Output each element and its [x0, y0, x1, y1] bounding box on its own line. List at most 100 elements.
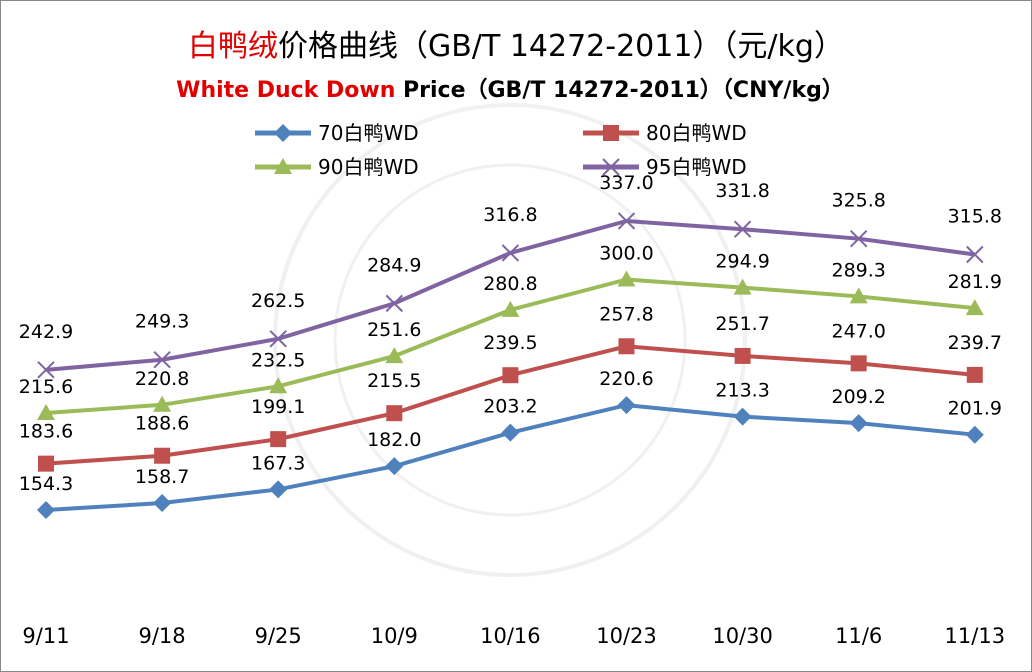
data-label: 188.6 [135, 413, 189, 435]
data-point [153, 351, 171, 369]
data-point [385, 457, 404, 476]
chart-subtitle: White Duck Down Price（GB/T 14272-2011）（C… [176, 78, 844, 103]
data-label: 257.8 [599, 303, 653, 325]
legend-marker-square-icon [603, 125, 619, 141]
data-point [617, 270, 636, 287]
legend-item: 90白鸭WD [255, 155, 419, 179]
legend-marker-x-icon [602, 158, 620, 176]
series-3: 242.9 249.3 262.5 284.9 316.8 337.0 331.8 325.8… [19, 172, 1002, 379]
x-tick-label: 10/16 [480, 624, 541, 648]
data-point [965, 299, 984, 316]
data-point [617, 212, 636, 230]
x-tick-label: 11/6 [835, 624, 882, 648]
legend-label: 80白鸭WD [646, 121, 747, 145]
data-point [966, 245, 984, 264]
x-tick-label: 9/18 [139, 624, 186, 648]
data-point [270, 431, 287, 448]
data-label: 331.8 [715, 180, 769, 202]
data-point [965, 425, 984, 444]
data-label: 300.0 [599, 243, 653, 265]
legend-label: 90白鸭WD [318, 155, 419, 179]
data-point [849, 229, 868, 248]
data-point [386, 405, 403, 422]
data-point [502, 367, 519, 384]
data-point [153, 395, 172, 412]
data-label: 182.0 [367, 429, 421, 451]
data-point [154, 447, 171, 464]
x-axis: 9/11 9/18 9/25 10/9 10/16 10/23 10/30 11/6 11/13 [22, 624, 1005, 648]
data-label: 251.7 [715, 313, 769, 335]
data-label: 209.2 [831, 386, 885, 408]
data-label: 215.6 [19, 376, 73, 398]
x-tick-label: 9/11 [22, 624, 69, 648]
data-label: 316.8 [483, 204, 537, 226]
data-point [618, 338, 635, 355]
data-point [38, 455, 54, 472]
data-point [734, 347, 751, 364]
chart-title: 白鸭绒价格曲线（GB/T 14272-2011）（元/kg） [188, 29, 844, 64]
series-1: 183.6 188.6 199.1 215.5 239.5 257.8 251.7 247.0… [19, 303, 1002, 472]
legend: 70白鸭WD 80白鸭WD 90白鸭WD 95白鸭WD [255, 121, 747, 179]
data-point [849, 414, 868, 433]
legend-item: 70白鸭WD [255, 121, 419, 145]
data-label: 154.3 [19, 473, 73, 495]
data-point [849, 287, 868, 304]
data-point [37, 501, 55, 519]
data-label: 281.9 [948, 271, 1002, 293]
x-tick-label: 9/25 [255, 624, 302, 648]
data-point [733, 220, 752, 238]
legend-item: 80白鸭WD [583, 121, 747, 145]
data-point [37, 361, 55, 379]
data-label: 203.2 [483, 396, 537, 418]
data-point [269, 480, 288, 499]
data-label: 199.1 [251, 396, 305, 418]
data-label: 294.9 [715, 251, 769, 273]
data-label: 183.6 [19, 421, 73, 443]
data-point [733, 407, 752, 426]
data-label: 325.8 [831, 190, 885, 212]
data-point [269, 377, 288, 394]
data-label: 251.6 [367, 319, 421, 341]
legend-marker-diamond-icon [274, 124, 292, 142]
data-point [385, 294, 404, 313]
data-label: 239.5 [483, 332, 537, 354]
data-point [385, 347, 404, 364]
plot-area: 154.3 158.7 167.3 182.0 203.2 220.6 213.3 209.2… [19, 172, 1002, 519]
data-label: 220.6 [599, 368, 653, 390]
legend-marker-triangle-icon [274, 158, 292, 174]
data-label: 201.9 [948, 398, 1002, 420]
x-tick-label: 11/13 [945, 624, 1006, 648]
x-tick-label: 10/9 [371, 624, 418, 648]
data-label: 213.3 [715, 380, 769, 402]
data-point [501, 244, 520, 262]
data-label: 242.9 [19, 321, 73, 343]
data-point [501, 300, 520, 317]
series-0: 154.3 158.7 167.3 182.0 203.2 220.6 213.3 209.2… [19, 368, 1002, 519]
data-label: 315.8 [948, 206, 1002, 228]
x-tick-label: 10/30 [712, 624, 773, 648]
legend-item: 95白鸭WD [583, 155, 747, 179]
data-point [501, 423, 520, 442]
data-label: 232.5 [251, 349, 305, 371]
legend-label: 95白鸭WD [646, 155, 747, 179]
series-2: 215.6 220.8 232.5 251.6 280.8 300.0 294.9 289.3… [19, 243, 1002, 421]
data-label: 220.8 [135, 368, 189, 390]
data-label: 215.5 [367, 370, 421, 392]
data-label: 284.9 [367, 254, 421, 276]
data-label: 158.7 [135, 466, 189, 488]
data-point [269, 330, 287, 348]
data-point [733, 278, 752, 295]
data-label: 239.7 [948, 332, 1002, 354]
data-label: 249.3 [135, 311, 189, 333]
data-point [850, 355, 867, 372]
data-label: 280.8 [483, 273, 537, 295]
data-label: 289.3 [831, 259, 885, 281]
data-label: 247.0 [831, 320, 885, 342]
data-label: 337.0 [599, 172, 653, 194]
x-tick-label: 10/23 [596, 624, 657, 648]
data-label: 167.3 [251, 452, 305, 474]
data-point [153, 494, 172, 513]
data-label: 262.5 [251, 290, 305, 312]
data-point [966, 366, 983, 383]
